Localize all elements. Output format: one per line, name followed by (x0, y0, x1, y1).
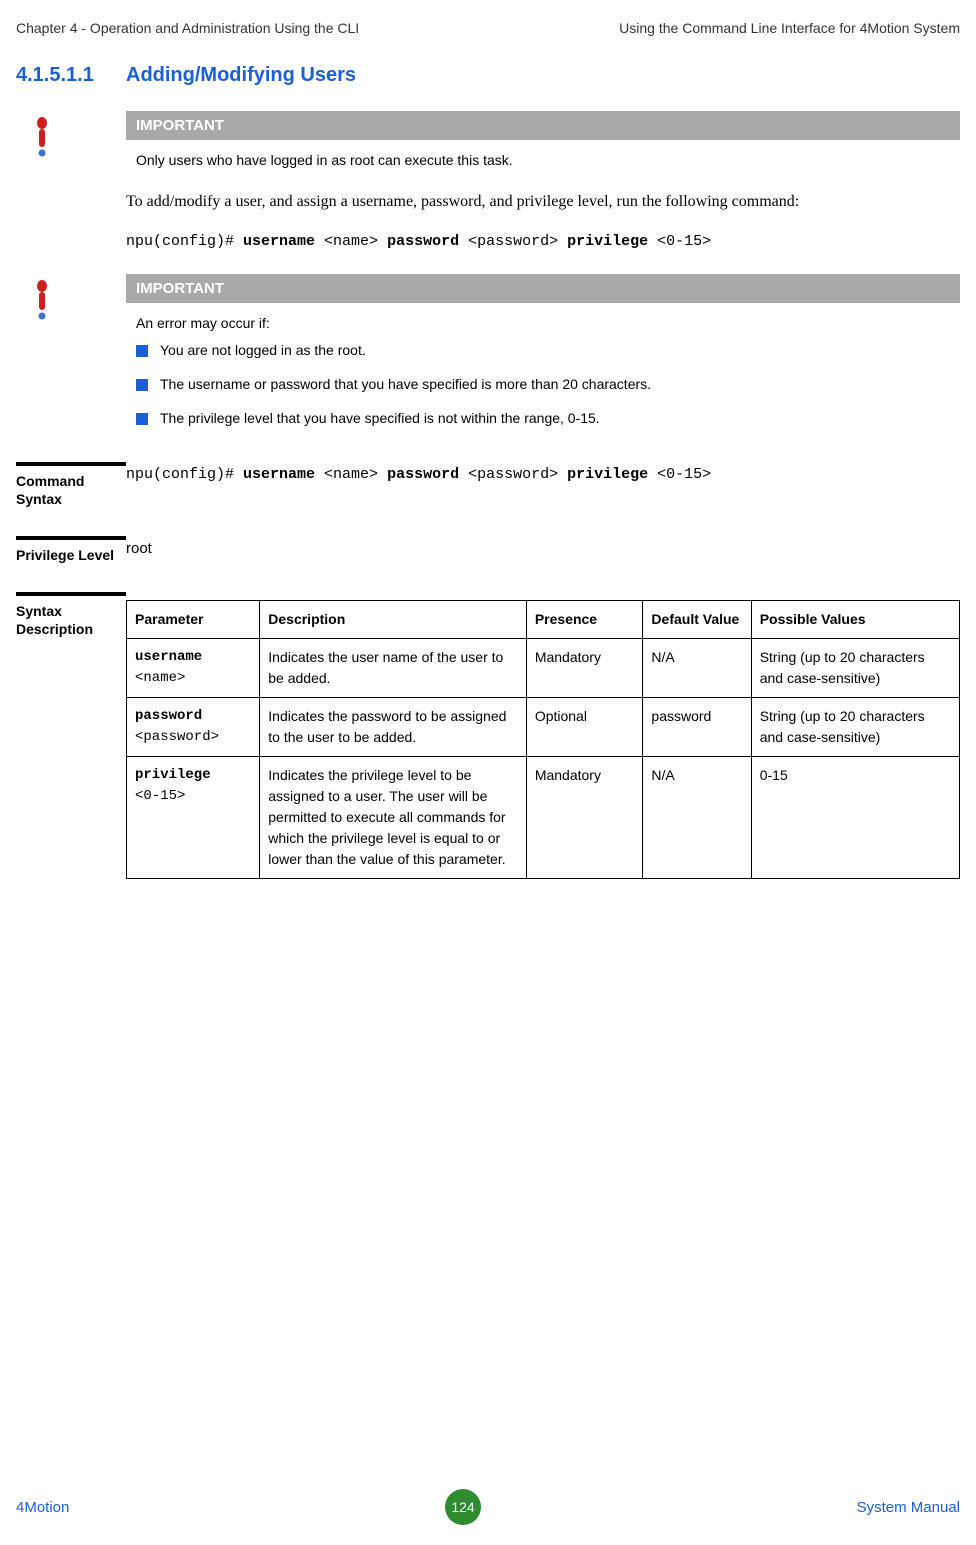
th-description: Description (260, 601, 527, 639)
note-label: IMPORTANT (126, 111, 960, 140)
bullet-item: The privilege level that you have specif… (136, 410, 950, 426)
def-syntax-description: Syntax Description Parameter Descripti (16, 592, 960, 879)
def-label: Syntax Description (16, 602, 126, 638)
bullet-text: The privilege level that you have specif… (160, 410, 600, 426)
def-privilege-level: Privilege Level root (16, 536, 960, 564)
footer-right: System Manual (857, 1499, 960, 1516)
command-syntax-value: npu(config)# username <name> password <p… (126, 466, 960, 483)
td-default: N/A (643, 757, 751, 879)
note-intro: An error may occur if: (126, 303, 960, 334)
cmd-arg-name: <name> (315, 233, 387, 250)
cmd-arg-name: <name> (315, 466, 387, 483)
page-number-badge: 124 (445, 1489, 481, 1525)
def-label-col: Command Syntax (16, 462, 126, 508)
td-presence: Optional (526, 698, 643, 757)
td-parameter: username <name> (127, 639, 260, 698)
bullet-text: You are not logged in as the root. (160, 342, 366, 358)
param-arg: <0-15> (135, 788, 185, 804)
syntax-description-table: Parameter Description Presence Default V… (126, 600, 960, 879)
cmd-arg-password: <password> (459, 466, 567, 483)
td-presence: Mandatory (526, 757, 643, 879)
param-keyword: username (135, 649, 202, 665)
cmd-arg-privilege: <0-15> (648, 466, 711, 483)
table-header-row: Parameter Description Presence Default V… (127, 601, 960, 639)
header-right: Using the Command Line Interface for 4Mo… (619, 20, 960, 36)
cmd-prefix: npu(config)# (126, 466, 243, 483)
cmd-keyword-privilege: privilege (567, 466, 648, 483)
note-icon-column (16, 274, 126, 444)
td-presence: Mandatory (526, 639, 643, 698)
section-number: 4.1.5.1.1 (16, 64, 126, 87)
table-row: username <name> Indicates the user name … (127, 639, 960, 698)
page-header: Chapter 4 - Operation and Administration… (0, 0, 976, 44)
section-heading: 4.1.5.1.1 Adding/Modifying Users (16, 64, 960, 87)
footer-left: 4Motion (16, 1499, 69, 1516)
note-body: IMPORTANT Only users who have logged in … (126, 111, 960, 171)
def-label: Privilege Level (16, 546, 126, 564)
def-label-col: Privilege Level (16, 536, 126, 564)
bullet-item: The username or password that you have s… (136, 376, 950, 392)
td-parameter: privilege <0-15> (127, 757, 260, 879)
td-parameter: password <password> (127, 698, 260, 757)
command-example: npu(config)# username <name> password <p… (126, 233, 960, 250)
th-parameter: Parameter (127, 601, 260, 639)
def-value-col: npu(config)# username <name> password <p… (126, 462, 960, 483)
param-keyword: password (135, 708, 202, 724)
td-description: Indicates the password to be assigned to… (260, 698, 527, 757)
note-label: IMPORTANT (126, 274, 960, 303)
cmd-keyword-password: password (387, 233, 459, 250)
def-label: Command Syntax (16, 472, 126, 508)
important-note-2: IMPORTANT An error may occur if: You are… (16, 274, 960, 444)
td-default: password (643, 698, 751, 757)
cmd-arg-password: <password> (459, 233, 567, 250)
important-icon (34, 117, 50, 157)
td-possible: String (up to 20 characters and case-sen… (751, 639, 959, 698)
bullet-icon (136, 345, 148, 357)
th-presence: Presence (526, 601, 643, 639)
td-possible: String (up to 20 characters and case-sen… (751, 698, 959, 757)
td-description: Indicates the privilege level to be assi… (260, 757, 527, 879)
td-possible: 0-15 (751, 757, 959, 879)
definition-list: Command Syntax npu(config)# username <na… (16, 462, 960, 880)
def-value-col: Parameter Description Presence Default V… (126, 592, 960, 879)
th-possible: Possible Values (751, 601, 959, 639)
cmd-keyword-privilege: privilege (567, 233, 648, 250)
th-default: Default Value (643, 601, 751, 639)
bullet-icon (136, 379, 148, 391)
cmd-keyword-username: username (243, 233, 315, 250)
privilege-level-value: root (126, 540, 960, 557)
header-left: Chapter 4 - Operation and Administration… (16, 20, 359, 36)
cmd-arg-privilege: <0-15> (648, 233, 711, 250)
important-icon (34, 280, 50, 320)
param-arg: <password> (135, 729, 219, 745)
page-content: 4.1.5.1.1 Adding/Modifying Users IMPORTA… (0, 44, 976, 879)
table-row: password <password> Indicates the passwo… (127, 698, 960, 757)
note-icon-column (16, 111, 126, 171)
def-command-syntax: Command Syntax npu(config)# username <na… (16, 462, 960, 508)
note-text: Only users who have logged in as root ca… (126, 140, 960, 171)
def-label-col: Syntax Description (16, 592, 126, 638)
bullet-item: You are not logged in as the root. (136, 342, 950, 358)
cmd-keyword-password: password (387, 466, 459, 483)
td-description: Indicates the user name of the user to b… (260, 639, 527, 698)
important-note-1: IMPORTANT Only users who have logged in … (16, 111, 960, 171)
param-keyword: privilege (135, 767, 211, 783)
bullet-text: The username or password that you have s… (160, 376, 651, 392)
cmd-keyword-username: username (243, 466, 315, 483)
table-row: privilege <0-15> Indicates the privilege… (127, 757, 960, 879)
note-bullet-list: You are not logged in as the root. The u… (126, 334, 960, 426)
note-body: IMPORTANT An error may occur if: You are… (126, 274, 960, 444)
section-title: Adding/Modifying Users (126, 64, 356, 87)
page-footer: 4Motion 124 System Manual (16, 1489, 960, 1525)
def-value-col: root (126, 536, 960, 557)
bullet-icon (136, 413, 148, 425)
param-arg: <name> (135, 670, 185, 686)
cmd-prefix: npu(config)# (126, 233, 243, 250)
td-default: N/A (643, 639, 751, 698)
intro-paragraph: To add/modify a user, and assign a usern… (126, 189, 960, 215)
